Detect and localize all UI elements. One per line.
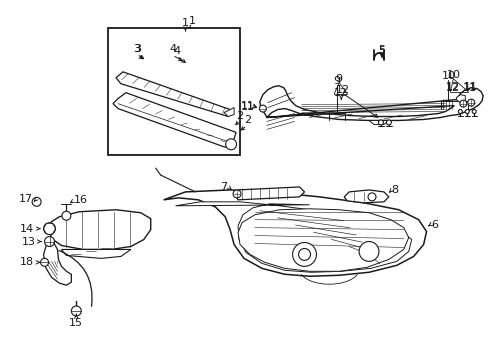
Text: 4: 4 — [169, 44, 176, 54]
Circle shape — [259, 105, 266, 112]
Text: 12: 12 — [333, 88, 347, 98]
Polygon shape — [61, 249, 131, 258]
Polygon shape — [116, 72, 230, 117]
Text: 7: 7 — [219, 182, 226, 192]
Text: 11: 11 — [241, 102, 254, 112]
Circle shape — [464, 109, 468, 113]
Text: 8: 8 — [390, 185, 398, 195]
Text: 16: 16 — [74, 195, 88, 205]
Circle shape — [44, 237, 54, 247]
Circle shape — [457, 109, 461, 113]
Circle shape — [32, 197, 41, 206]
Text: 12: 12 — [446, 83, 460, 93]
Circle shape — [467, 99, 474, 106]
Circle shape — [233, 190, 241, 198]
Polygon shape — [368, 121, 388, 125]
Text: 5: 5 — [378, 45, 385, 55]
Polygon shape — [238, 209, 408, 271]
Polygon shape — [163, 190, 426, 276]
Circle shape — [386, 120, 390, 125]
Text: 1: 1 — [182, 18, 188, 28]
Text: 6: 6 — [430, 220, 437, 230]
Circle shape — [41, 258, 48, 266]
Polygon shape — [455, 95, 464, 103]
Text: 15: 15 — [69, 318, 83, 328]
Text: 11: 11 — [463, 82, 477, 92]
Circle shape — [225, 139, 236, 150]
Circle shape — [43, 223, 55, 235]
Text: 9: 9 — [335, 74, 342, 84]
Circle shape — [292, 243, 316, 266]
Text: 12: 12 — [446, 82, 460, 92]
Text: 18: 18 — [20, 257, 34, 267]
Text: 14: 14 — [20, 224, 34, 234]
Text: 2: 2 — [236, 111, 243, 121]
Circle shape — [471, 109, 475, 113]
Text: 11: 11 — [462, 83, 476, 93]
Text: 11: 11 — [241, 100, 254, 111]
Circle shape — [62, 211, 71, 220]
Text: 9: 9 — [333, 76, 340, 86]
Polygon shape — [235, 187, 304, 200]
Circle shape — [378, 120, 383, 125]
Text: 1: 1 — [188, 16, 196, 26]
Bar — [108, 28, 240, 155]
Polygon shape — [344, 190, 388, 203]
Circle shape — [298, 248, 310, 260]
Polygon shape — [113, 93, 236, 147]
Polygon shape — [224, 108, 234, 117]
Text: 12: 12 — [335, 85, 349, 95]
Text: 10: 10 — [446, 70, 459, 80]
Text: 10: 10 — [441, 71, 454, 81]
Text: 17: 17 — [19, 194, 33, 204]
Text: 3: 3 — [133, 44, 140, 54]
Polygon shape — [49, 210, 150, 249]
Text: 2: 2 — [244, 116, 251, 126]
Circle shape — [358, 242, 378, 261]
Text: 3: 3 — [134, 44, 141, 54]
Circle shape — [459, 100, 466, 107]
Circle shape — [367, 193, 375, 201]
Polygon shape — [175, 202, 411, 272]
Text: 5: 5 — [378, 46, 385, 56]
Text: 13: 13 — [21, 237, 36, 247]
Polygon shape — [259, 86, 482, 121]
Text: 4: 4 — [173, 46, 180, 56]
Polygon shape — [43, 239, 71, 285]
Circle shape — [71, 306, 81, 316]
